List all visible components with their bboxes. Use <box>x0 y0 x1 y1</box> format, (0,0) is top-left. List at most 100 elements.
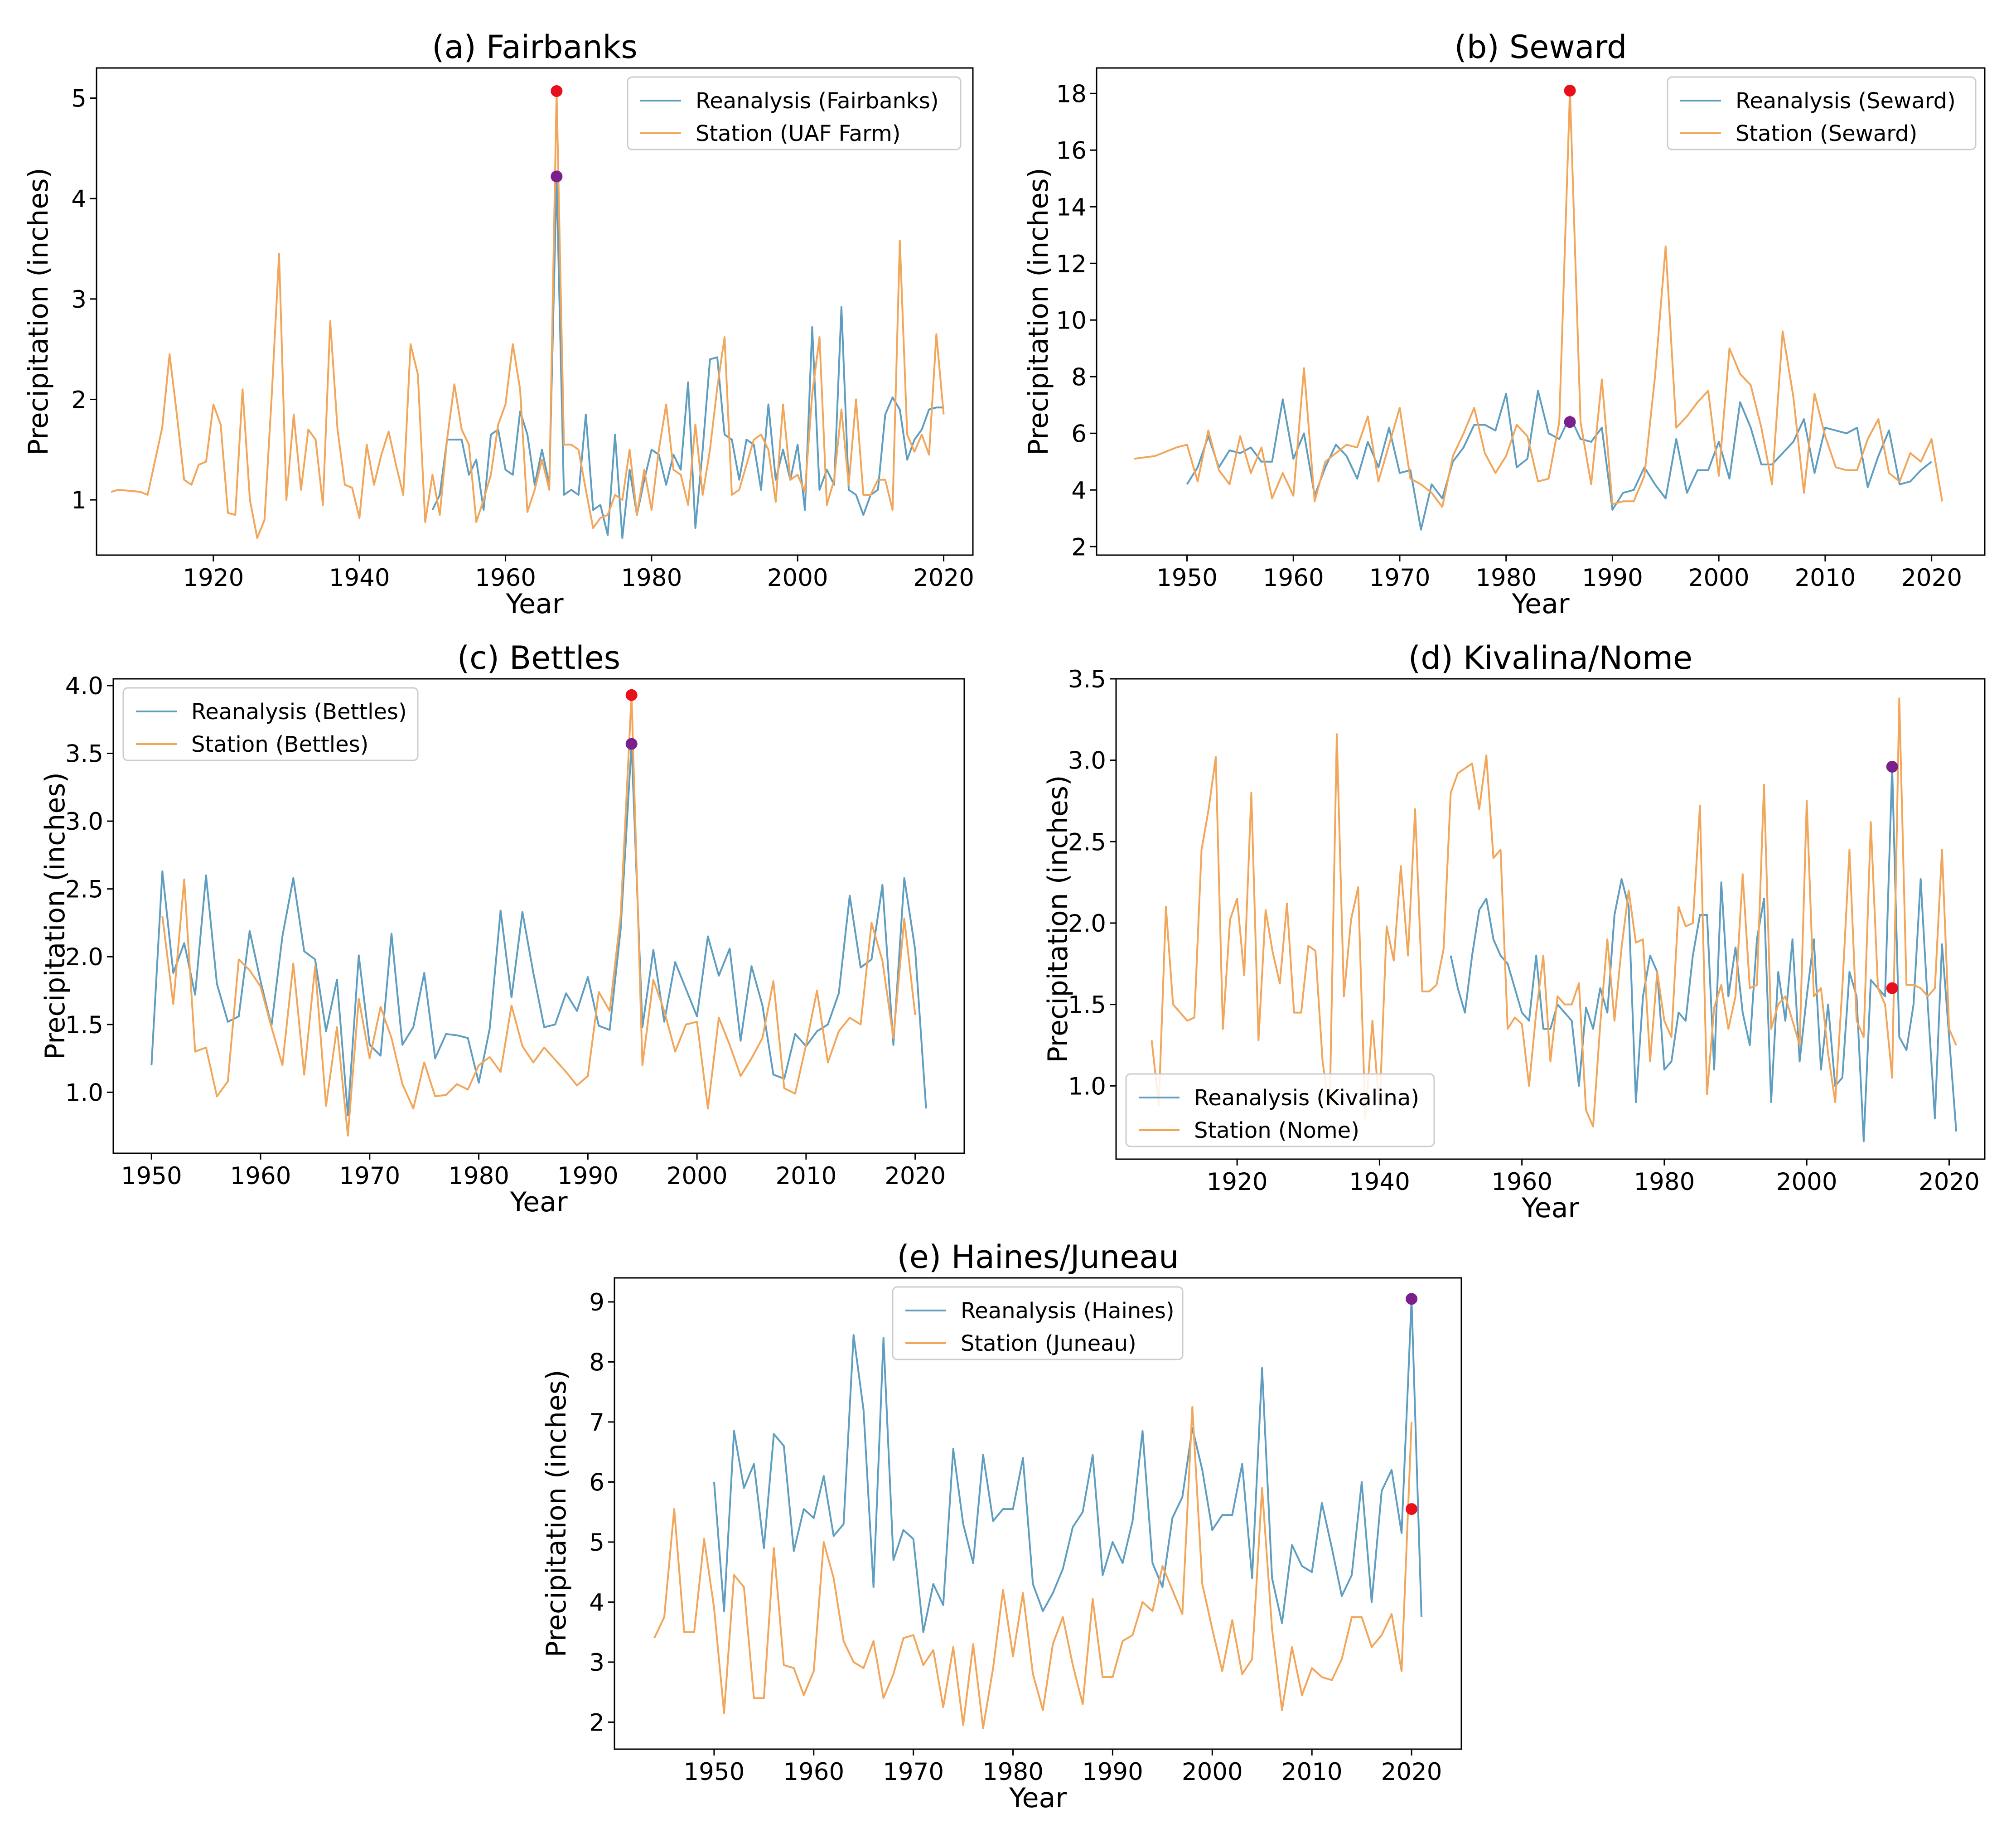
y-tick-label: 1.5 <box>65 1011 103 1039</box>
x-axis-label: Year <box>505 588 563 620</box>
y-tick-label: 1.0 <box>1068 1073 1106 1100</box>
x-tick-label: 1980 <box>1475 564 1537 592</box>
plot-frame <box>1096 67 1986 556</box>
legend: Reanalysis (Fairbanks) Station (UAF Farm) <box>627 76 962 150</box>
x-tick-label: 2000 <box>1776 1168 1837 1196</box>
y-tick-label: 1.0 <box>65 1079 103 1107</box>
x-tick-label: 2020 <box>913 564 974 592</box>
legend-entry-station: Station (Bettles) <box>191 732 368 757</box>
x-tick-label: 1990 <box>1582 564 1643 592</box>
series-line-station <box>1151 697 1957 1128</box>
x-axis-label: Year <box>509 1186 567 1218</box>
y-tick-label: 2.5 <box>65 876 103 904</box>
x-tick-label: 1970 <box>339 1162 400 1190</box>
x-tick-label: 1920 <box>1207 1168 1268 1196</box>
legend-box <box>1125 1073 1435 1147</box>
x-tick-label: 1960 <box>230 1162 291 1190</box>
legend: Reanalysis (Kivalina) Station (Nome) <box>1125 1073 1435 1147</box>
marker-reanalysis-max <box>551 170 563 183</box>
series-line-reanalysis <box>150 743 927 1117</box>
chart-panel-fairbanks: (a) Fairbanks 1920 1940 1960 1980 2000 2020 1 2 3… <box>23 29 974 620</box>
legend-entry-reanalysis: Reanalysis (Haines) <box>961 1298 1175 1324</box>
x-tick-label: 1940 <box>1349 1168 1410 1196</box>
series-line-station <box>653 1406 1413 1729</box>
marker-station-max <box>551 85 563 97</box>
x-tick-label: 2010 <box>1794 564 1856 592</box>
chart-title: (e) Haines/Juneau <box>897 1238 1179 1276</box>
marker-reanalysis-max <box>1406 1293 1418 1305</box>
y-axis-label: Precipitation (inches) <box>39 772 71 1060</box>
y-tick-label: 12 <box>1056 250 1087 278</box>
y-tick-label: 2.5 <box>1068 828 1106 856</box>
chart-panel-haines_juneau: (e) Haines/Juneau 1950 1960 1970 1980 1990 200… <box>541 1238 1462 1814</box>
y-tick-label: 9 <box>589 1289 604 1316</box>
x-tick-label: 1980 <box>448 1162 509 1190</box>
x-tick-label: 1980 <box>1634 1168 1695 1196</box>
marker-station-max <box>1886 982 1898 994</box>
x-tick-label: 1950 <box>1156 564 1218 592</box>
x-tick-label: 1990 <box>1082 1758 1143 1786</box>
y-tick-label: 3 <box>71 286 87 314</box>
y-tick-label: 2.0 <box>1068 910 1106 938</box>
plot-frame <box>96 67 974 556</box>
y-tick-label: 2 <box>71 386 87 414</box>
chart-title: (d) Kivalina/Nome <box>1408 639 1692 677</box>
y-tick-label: 5 <box>589 1529 604 1557</box>
x-tick-label: 1970 <box>1369 564 1431 592</box>
plot-frame <box>112 678 965 1154</box>
x-tick-label: 2010 <box>1281 1758 1343 1786</box>
plot-frame <box>1115 678 1986 1160</box>
chart-title: (b) Seward <box>1455 29 1627 66</box>
y-axis-label: Precipitation (inches) <box>541 1370 572 1658</box>
x-tick-label: 1960 <box>1263 564 1324 592</box>
x-tick-label: 2000 <box>1182 1758 1243 1786</box>
marker-station-max <box>625 689 638 701</box>
y-tick-label: 4 <box>1071 477 1087 504</box>
legend-box <box>122 687 419 761</box>
y-tick-label: 7 <box>589 1409 604 1436</box>
y-tick-label: 2 <box>1071 533 1087 561</box>
x-tick-label: 2010 <box>775 1162 836 1190</box>
x-tick-label: 1980 <box>982 1758 1044 1786</box>
legend-box <box>627 76 962 150</box>
legend-entry-station: Station (UAF Farm) <box>696 121 900 146</box>
x-tick-label: 1970 <box>883 1758 944 1786</box>
chart-title: (a) Fairbanks <box>432 29 637 66</box>
x-tick-label: 1960 <box>783 1758 844 1786</box>
legend-box <box>1667 76 1977 150</box>
x-tick-label: 2020 <box>1919 1168 1980 1196</box>
marker-station-max <box>1564 85 1576 97</box>
x-axis-label: Year <box>1511 588 1569 620</box>
legend-entry-reanalysis: Reanalysis (Seward) <box>1736 88 1956 114</box>
y-tick-label: 4 <box>71 185 87 213</box>
x-tick-label: 2000 <box>767 564 828 592</box>
y-tick-label: 4 <box>589 1589 604 1616</box>
y-tick-label: 2.0 <box>65 943 103 971</box>
y-tick-label: 6 <box>589 1469 604 1496</box>
y-tick-label: 1 <box>71 487 87 514</box>
y-tick-label: 3.0 <box>1068 747 1106 775</box>
x-axis-label: Year <box>1521 1192 1579 1224</box>
legend-entry-station: Station (Seward) <box>1736 121 1917 146</box>
legend-entry-station: Station (Juneau) <box>961 1331 1136 1356</box>
series-line-station <box>161 694 916 1137</box>
legend: Reanalysis (Bettles) Station (Bettles) <box>122 687 419 761</box>
chart-panel-bettles: (c) Bettles 1950 1960 1970 1980 1990 2000 2010 2… <box>39 639 965 1218</box>
x-tick-label: 1960 <box>1491 1168 1552 1196</box>
y-tick-label: 1.5 <box>1068 991 1106 1019</box>
x-tick-label: 1950 <box>121 1162 182 1190</box>
chart-title: (c) Bettles <box>457 639 620 677</box>
y-tick-label: 3.5 <box>65 740 103 768</box>
series-line-station <box>111 90 945 539</box>
marker-reanalysis-max <box>1564 416 1576 428</box>
legend: Reanalysis (Seward) Station (Seward) <box>1667 76 1977 150</box>
x-tick-label: 1960 <box>475 564 536 592</box>
y-tick-label: 6 <box>1071 420 1087 448</box>
x-tick-label: 1920 <box>183 564 244 592</box>
x-tick-label: 1980 <box>621 564 682 592</box>
legend-entry-reanalysis: Reanalysis (Kivalina) <box>1194 1085 1419 1111</box>
y-tick-label: 3 <box>589 1649 604 1677</box>
y-tick-label: 4.0 <box>65 672 103 700</box>
series-line-reanalysis <box>1186 390 1932 531</box>
